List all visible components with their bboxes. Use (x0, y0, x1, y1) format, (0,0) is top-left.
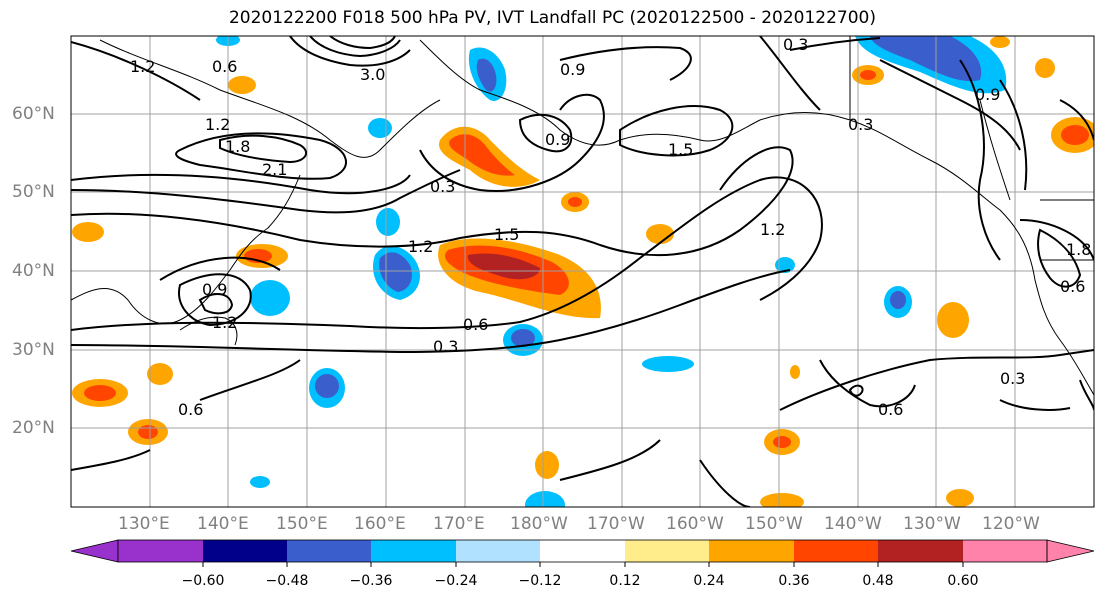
contour-label: 0.6 (463, 315, 488, 334)
contour-label: 0.6 (878, 400, 903, 419)
lon-label: 140°E (197, 514, 249, 534)
contour-label: 1.5 (494, 225, 519, 244)
contour-label: 0.3 (430, 177, 455, 196)
contour-label: 0.6 (212, 57, 237, 76)
lon-label: 150°W (745, 514, 803, 534)
contour-label: 0.9 (560, 60, 585, 79)
lon-label: 120°W (982, 514, 1040, 534)
colorbar (70, 539, 1095, 567)
lat-label: 60°N (12, 104, 55, 124)
contour-label: 2.1 (262, 160, 287, 179)
map-title: 2020122200 F018 500 hPa PV, IVT Landfall… (228, 8, 876, 28)
contour-label: 1.5 (668, 140, 693, 159)
lon-label: 140°W (824, 514, 882, 534)
colorbar-tick-label: −0.48 (265, 573, 309, 589)
contour-label: 0.9 (975, 85, 1000, 104)
colorbar-tick-label: 0.48 (862, 573, 894, 589)
colorbar-tick-label: 0.24 (693, 573, 725, 589)
lon-label: 170°E (433, 514, 485, 534)
contour-label: 0.3 (783, 35, 808, 54)
lat-label: 20°N (12, 418, 55, 438)
lon-label: 170°W (587, 514, 645, 534)
contour-label: 1.2 (212, 313, 237, 332)
lon-label: 160°W (666, 514, 724, 534)
lon-label: 130°E (118, 514, 170, 534)
contour-label: 3.0 (360, 65, 385, 84)
lat-label: 40°N (12, 261, 55, 281)
contour-label: 0.3 (1000, 369, 1025, 388)
colorbar-tick-label: −0.36 (349, 573, 393, 589)
colorbar-tick-label: −0.24 (434, 573, 478, 589)
contour-label: 0.6 (178, 400, 203, 419)
contour-labels: 0.6 0.3 0.3 0.3 0.3 0.6 1.2 0.9 0.9 1.2 … (130, 35, 1091, 419)
anomaly-fills (72, 36, 1094, 507)
contour-label: 1.2 (130, 57, 155, 76)
lon-label: 150°E (276, 514, 328, 534)
contour-label: 0.9 (545, 130, 570, 149)
colorbar-tick-label: 0.60 (947, 573, 979, 589)
gridlines (71, 36, 1094, 507)
contour-label: 1.2 (205, 115, 230, 134)
contour-label: 0.3 (433, 337, 458, 356)
contour-label: 0.9 (202, 280, 227, 299)
contour-label: 1.8 (1066, 240, 1091, 259)
colorbar-tick-label: −0.60 (181, 573, 225, 589)
plot-frame (70, 35, 1095, 508)
contour-label: 0.6 (1060, 277, 1085, 296)
lon-label: 160°E (354, 514, 406, 534)
contour-label: 0.3 (848, 115, 873, 134)
colorbar-tick-label: 0.36 (778, 573, 810, 589)
lon-label: 130°W (903, 514, 961, 534)
contour-label: 1.2 (760, 220, 785, 239)
lon-label: 180°W (510, 514, 568, 534)
lat-label: 30°N (12, 340, 55, 360)
pv-contours (71, 36, 1094, 507)
lat-label: 50°N (12, 182, 55, 202)
colorbar-tick-label: 0.12 (609, 573, 641, 589)
colorbar-tick-label: −0.12 (518, 573, 562, 589)
contour-label: 1.8 (225, 137, 250, 156)
contour-label: 1.2 (408, 237, 433, 256)
